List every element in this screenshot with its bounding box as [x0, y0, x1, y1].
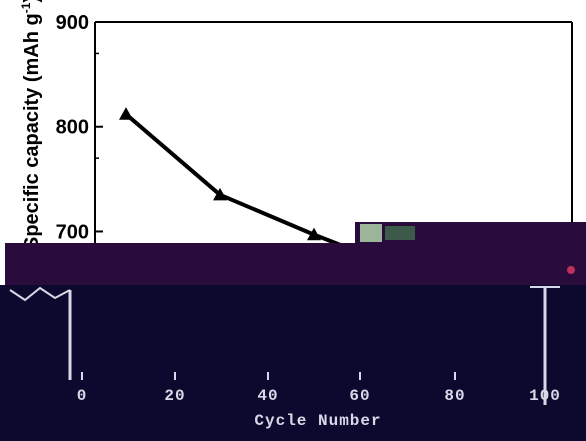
- glitch-zigzag: [9, 286, 71, 302]
- y-axis-title: Specific capacity (mAh g-1): [19, 0, 43, 250]
- y-axis-title-tail: ): [21, 0, 43, 3]
- x-tick-label: 0: [77, 387, 88, 405]
- y-axis-title-superscript: -1: [19, 2, 33, 13]
- glitch-marker-artifact: [360, 224, 382, 242]
- corrupted-region: 0 20 40 60 80 100 Cycle Number: [0, 222, 586, 441]
- glitch-dark-block-left: [0, 285, 70, 345]
- glitch-dark-block: [0, 285, 586, 441]
- glitch-band: [5, 243, 586, 285]
- y-tick-label: 700: [56, 221, 89, 243]
- data-point-marker: [213, 187, 227, 201]
- y-axis-title-text: Specific capacity (mAh g-1): [19, 0, 43, 250]
- y-tick-label: 900: [56, 12, 89, 34]
- glitch-dot-artifact: [567, 266, 575, 274]
- data-point-marker: [307, 227, 321, 241]
- x-tick-label: 20: [164, 387, 185, 405]
- y-axis-title-main: Specific capacity (mAh g: [21, 13, 43, 250]
- y-axis-ticks: 600700800900: [56, 12, 103, 348]
- x-tick-label: 40: [257, 387, 278, 405]
- glitch-green-artifact: [385, 226, 415, 240]
- x-tick-label: 60: [349, 387, 370, 405]
- x-axis-tick-labels: 0 20 40 60 80 100: [77, 372, 561, 405]
- data-point-marker: [119, 107, 133, 120]
- x-tick-label: 100: [529, 387, 561, 405]
- y-tick-label: 800: [56, 117, 89, 139]
- x-axis-title: Cycle Number: [254, 412, 381, 430]
- x-tick-label: 80: [444, 387, 465, 405]
